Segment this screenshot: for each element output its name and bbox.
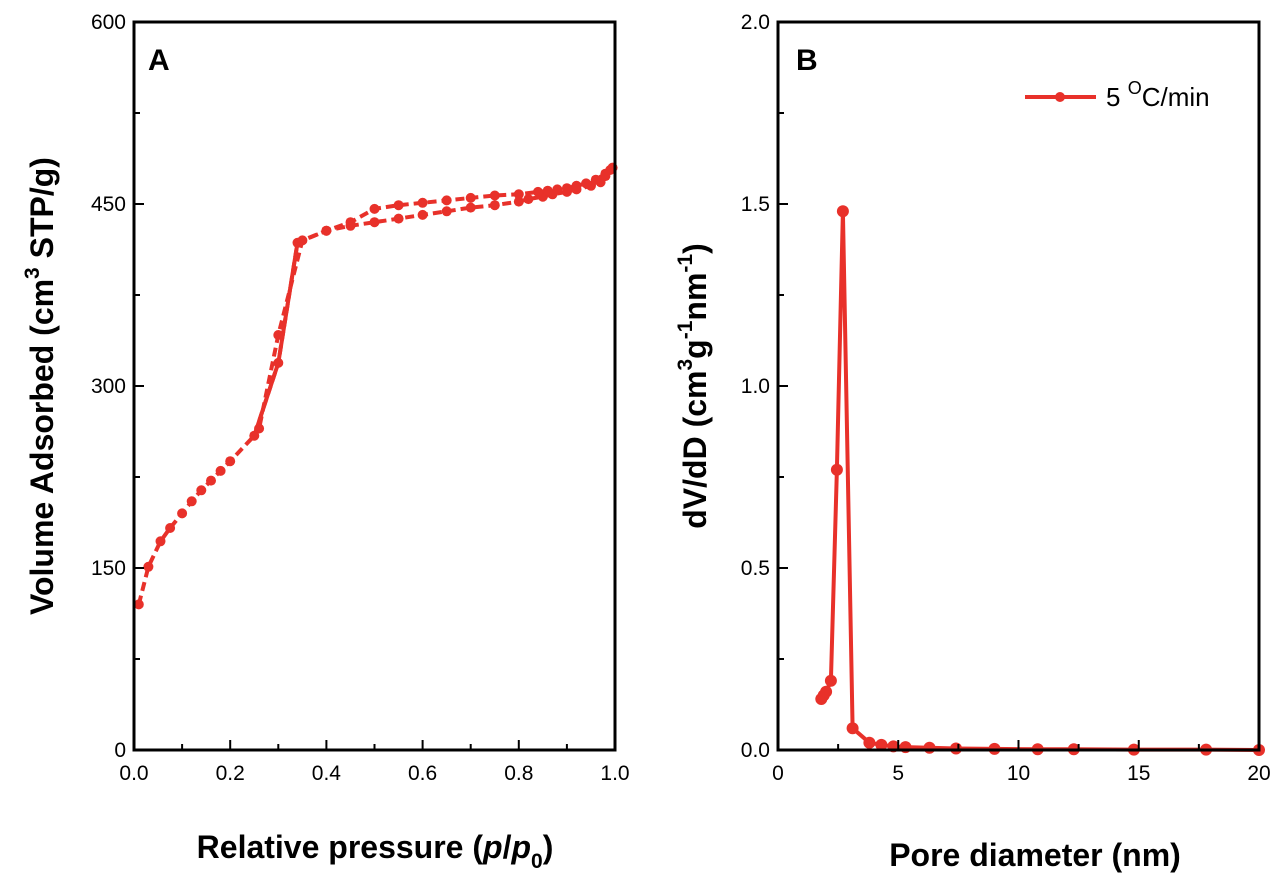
legend-marker-swatch [1055, 92, 1065, 102]
panel-a-ticks: 0.0 0.2 0.4 0.6 0.8 1.0 0 150 300 450 600 [91, 11, 630, 785]
panel-a-data-point [533, 186, 543, 197]
panel-a-data-point [489, 190, 500, 201]
panel-a-data-point [571, 180, 582, 191]
panel-a-data-point [417, 209, 428, 220]
panel-b-x-tick-label: 20 [1247, 762, 1270, 785]
panel-a-data-point [155, 536, 166, 547]
panel-a-data-point [225, 456, 236, 467]
panel-a-x-tick-label: 0.0 [119, 762, 148, 785]
panel-a-data-point [441, 195, 452, 206]
panel-a-data-point [215, 465, 226, 476]
panel-a-x-tick-label: 0.8 [504, 762, 533, 785]
panel-a-series-layer [133, 162, 618, 610]
panel-a-data-point [465, 202, 476, 213]
panel-a-data-point [489, 200, 500, 211]
panel-a-step-segment [252, 242, 300, 437]
panel-b-x-axis-title: Pore diameter (nm) [889, 837, 1181, 873]
panel-b-series-layer [815, 205, 1265, 756]
panel-b-data-point [836, 205, 849, 218]
panel-a-data-point [177, 508, 188, 519]
panel-b-data-point [846, 722, 859, 735]
panel-b-y-tick-label: 2.0 [741, 11, 770, 34]
panel-a-data-point [523, 194, 534, 205]
panel-a-frame [132, 20, 617, 752]
panel-a-data-point [513, 189, 524, 200]
panel-a-series-line-desorption [257, 166, 614, 429]
panel-b-x-tick-label: 5 [892, 762, 904, 785]
panel-a-data-point [133, 599, 144, 610]
panel-a-x-tick-label: 0.6 [408, 762, 437, 785]
panel-a-data-point [206, 475, 216, 486]
panel-a-data-point [165, 523, 176, 533]
panel-b-data-point [923, 741, 936, 754]
panel-a-data-point [345, 217, 356, 228]
panel-b-ticks: 0 5 10 15 20 0.0 0.5 1.0 1.5 2.0 [741, 11, 1271, 785]
panel-b-data-point [875, 738, 888, 751]
panel-a-data-point [465, 192, 476, 203]
panel-a-data-point [542, 185, 553, 196]
panel-a-y-axis-title: Volume Adsorbed (cm3 STP/g) [21, 157, 60, 615]
legend-entry-text: 5 OC/min [1106, 78, 1210, 112]
panel-b-data-point [820, 685, 833, 698]
panel-b-label: B [796, 44, 818, 77]
panel-a-data-point [441, 206, 452, 217]
panel-a-data-point [590, 174, 601, 185]
panel-a-data-point [417, 197, 428, 208]
panel-a-data-point [297, 235, 308, 246]
panel-a-data-point [369, 203, 380, 214]
panel-b-data-point [863, 736, 876, 749]
panel-a-y-tick-label: 600 [91, 11, 126, 34]
panel-b-y-tick-label: 0.5 [741, 557, 770, 580]
panel-a-data-point [513, 196, 524, 207]
panel-a-data-point [186, 496, 197, 507]
panel-a-x-axis-title: Relative pressure (p/p0) [197, 829, 554, 873]
panel-a-y-tick-label: 150 [91, 557, 126, 580]
panel-b: 0 5 10 15 20 0.0 0.5 1.0 1.5 2.0 B Pore diameter … [674, 11, 1271, 873]
panel-b-y-tick-label: 0.0 [741, 739, 770, 762]
panel-a-data-point [143, 561, 154, 572]
panel-b-legend: 5 OC/min [1025, 78, 1210, 112]
panel-a-data-point [393, 213, 404, 224]
panel-a-label: A [148, 44, 170, 77]
panel-a-data-point [552, 184, 563, 195]
panel-a-data-point [600, 168, 611, 179]
panel-a-series-line-adsorption [136, 168, 612, 605]
panel-b-x-tick-label: 10 [1007, 762, 1030, 785]
panel-a-data-point [561, 183, 572, 194]
panel-a-x-tick-label: 0.2 [216, 762, 245, 785]
panel-a-x-tick-label: 1.0 [600, 762, 629, 785]
panel-a-data-point [581, 178, 592, 189]
panel-b-x-tick-label: 0 [772, 762, 784, 785]
panel-a-y-tick-label: 0 [114, 739, 126, 762]
panel-a-y-tick-label: 300 [91, 375, 126, 398]
panel-b-data-point [824, 674, 837, 687]
panel-b-data-point [830, 463, 843, 476]
panel-b-y-tick-label: 1.0 [741, 375, 770, 398]
panel-b-y-axis-title: dV/dD (cm3g-1nm-1) [674, 243, 713, 529]
panel-b-x-tick-label: 15 [1127, 762, 1150, 785]
panel-b-series-line-main [819, 209, 1260, 752]
panel-a-x-tick-label: 0.4 [312, 762, 342, 785]
panel-a: 0.0 0.2 0.4 0.6 0.8 1.0 0 150 300 450 600 A Relati… [21, 11, 630, 873]
panel-a-data-point [369, 217, 380, 228]
panel-a-y-tick-label: 450 [91, 193, 126, 216]
panel-b-y-tick-label: 1.5 [741, 193, 770, 216]
panel-a-data-point [196, 485, 207, 496]
panel-a-data-point [321, 225, 332, 236]
panel-a-data-point [393, 200, 404, 211]
